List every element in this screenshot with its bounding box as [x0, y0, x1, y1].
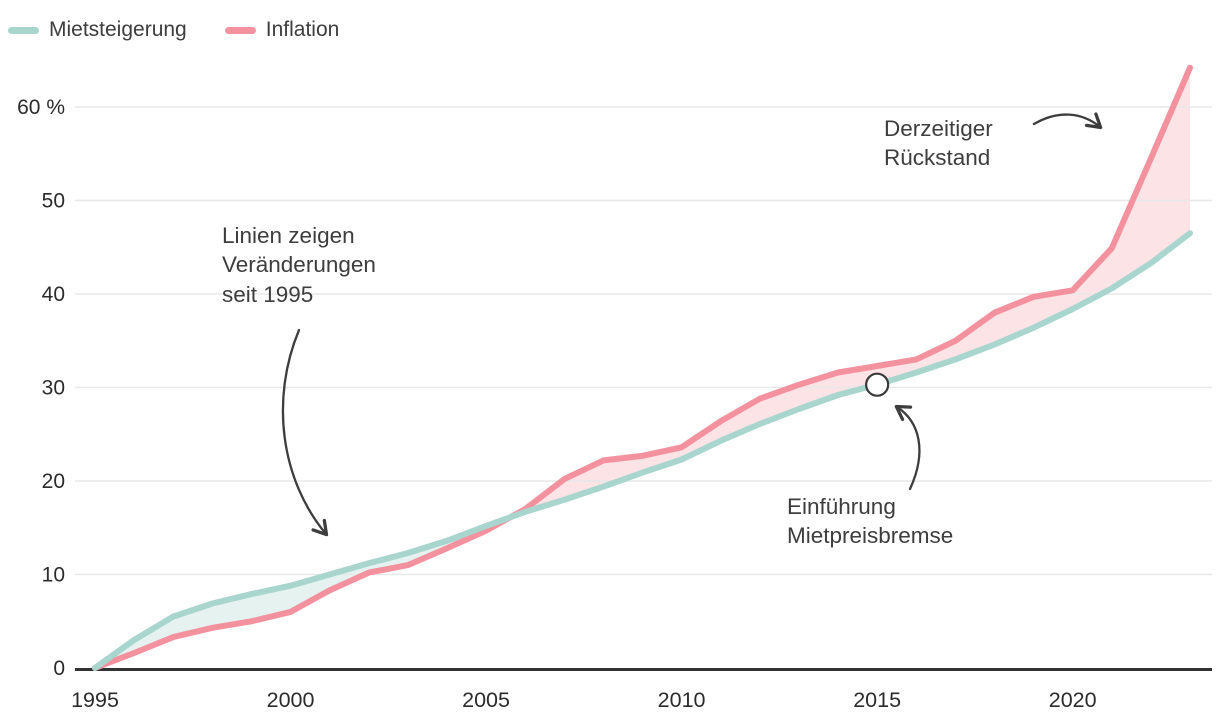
- series-lines: [92, 64, 1193, 671]
- inflation-line: [92, 64, 1193, 671]
- x-tick-label: 2010: [658, 688, 706, 712]
- y-tick-label: 10: [42, 564, 65, 587]
- y-tick-label: 60 %: [17, 96, 65, 119]
- inflation-swatch-icon: [224, 26, 256, 34]
- annotation-lines-note: Linien zeigen Veränderungen seit 1995: [222, 223, 376, 307]
- annotation-mietpreisbremse: Einführung Mietpreisbremse: [787, 494, 954, 549]
- mietpreisbremse-arrow-icon: [894, 404, 921, 491]
- axis-tick-labels: 0 10 20 30 40 50 60 % 1995 2000 2005 2010 2015 2020: [17, 96, 1097, 712]
- y-tick-label: 0: [53, 657, 65, 680]
- annotation-arrows: [281, 112, 1103, 537]
- x-tick-label: 2005: [462, 688, 510, 712]
- x-tick-label: 1995: [71, 688, 119, 712]
- inflation-lead-area: [510, 67, 1190, 518]
- x-tick-label: 2020: [1049, 688, 1097, 712]
- y-tick-label: 40: [42, 283, 65, 306]
- y-tick-label: 30: [42, 377, 65, 400]
- series-fill-areas: [95, 67, 1190, 668]
- marker-circle-icon: [865, 372, 890, 397]
- legend-item-mietsteigerung: Mietsteigerung: [8, 18, 187, 42]
- legend-label-mietsteigerung: Mietsteigerung: [49, 18, 187, 41]
- y-tick-label: 50: [42, 190, 65, 213]
- mietsteigerung-line: [92, 230, 1193, 671]
- gridlines: [75, 106, 1212, 671]
- legend: Mietsteigerung Inflation: [8, 18, 339, 42]
- mietpreisbremse-marker: [865, 372, 890, 397]
- y-tick-label: 20: [42, 470, 65, 493]
- legend-item-inflation: Inflation: [224, 18, 340, 42]
- x-tick-label: 2015: [853, 688, 901, 712]
- mietsteigerung-swatch-icon: [8, 26, 39, 34]
- x-tick-label: 2000: [267, 688, 315, 712]
- annotation-rueckstand: Derzeitiger Rückstand: [884, 116, 993, 171]
- legend-label-inflation: Inflation: [265, 18, 340, 41]
- lines-note-arrow-icon: [281, 328, 329, 537]
- rueckstand-arrow-icon: [1032, 112, 1103, 130]
